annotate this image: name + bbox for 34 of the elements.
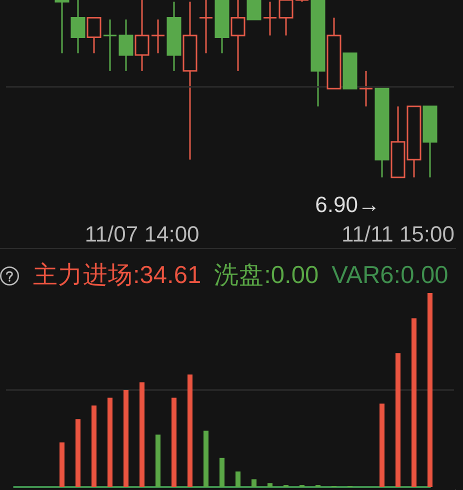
bar bbox=[92, 406, 96, 487]
candlestick bbox=[198, 0, 214, 54]
candlestick bbox=[118, 18, 134, 72]
bar bbox=[60, 442, 64, 487]
bar bbox=[124, 390, 128, 487]
bar bbox=[220, 458, 224, 487]
bar bbox=[380, 404, 384, 487]
candlestick bbox=[246, 0, 262, 20]
candlestick bbox=[86, 16, 102, 54]
bar bbox=[76, 419, 80, 487]
text: 洗盘:0.00 bbox=[214, 262, 319, 289]
bar bbox=[396, 353, 400, 487]
bar bbox=[412, 318, 416, 487]
bar bbox=[188, 374, 192, 487]
bar bbox=[204, 430, 208, 487]
candlestick bbox=[150, 18, 166, 54]
candlestick bbox=[358, 70, 374, 108]
bar bbox=[156, 434, 160, 487]
bar bbox=[236, 471, 240, 487]
bar bbox=[428, 293, 432, 487]
text: 主力进场:34.61 bbox=[33, 262, 202, 289]
bar bbox=[252, 479, 256, 487]
bar bbox=[268, 483, 272, 487]
candlestick bbox=[54, 0, 70, 54]
candlestick bbox=[102, 18, 118, 72]
candlestick bbox=[70, 0, 86, 54]
bar bbox=[172, 398, 176, 487]
bar bbox=[108, 398, 112, 487]
x-tick-label: 11/07 14:00 bbox=[84, 222, 200, 246]
text: VAR6:0.00 bbox=[332, 262, 448, 289]
candlestick bbox=[262, 1, 278, 36]
text: 6.90→ bbox=[315, 192, 380, 217]
bar bbox=[140, 382, 144, 487]
x-tick-label: 11/11 15:00 bbox=[342, 222, 454, 246]
